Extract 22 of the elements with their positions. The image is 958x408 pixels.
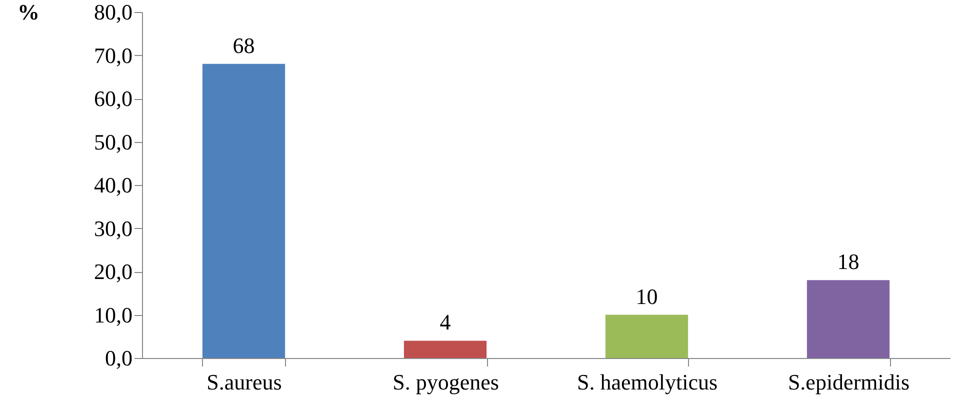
x-tick-label: S. haemolyticus: [576, 370, 718, 394]
bar: [806, 280, 890, 358]
y-tick-label: 10,0: [94, 302, 132, 328]
x-tick-label: S. pyogenes: [392, 370, 499, 394]
y-tick-label: 80,0: [94, 0, 132, 24]
data-label: 10: [636, 284, 658, 309]
y-tick-label: 40,0: [94, 172, 132, 198]
y-axis-title: %: [18, 0, 40, 24]
bar: [605, 314, 688, 358]
data-label: 18: [837, 249, 860, 274]
y-tick-label: 60,0: [94, 86, 132, 111]
x-tick-label: S.aureus: [206, 370, 282, 394]
data-label: 68: [232, 32, 255, 58]
y-tick-label: 50,0: [94, 129, 132, 154]
data-label: 4: [440, 310, 451, 335]
y-tick-label: 30,0: [94, 216, 132, 241]
y-tick-label: 70,0: [94, 42, 132, 68]
y-tick-label: 20,0: [94, 259, 132, 284]
bar: [404, 340, 487, 358]
bar: [202, 64, 286, 358]
x-tick-label: S.epidermidis: [788, 370, 910, 394]
y-tick-label: 0,0: [105, 346, 132, 370]
